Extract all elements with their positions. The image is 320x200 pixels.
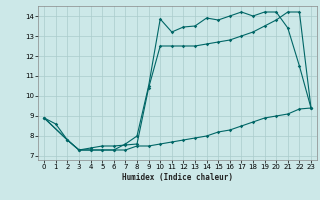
X-axis label: Humidex (Indice chaleur): Humidex (Indice chaleur) xyxy=(122,173,233,182)
